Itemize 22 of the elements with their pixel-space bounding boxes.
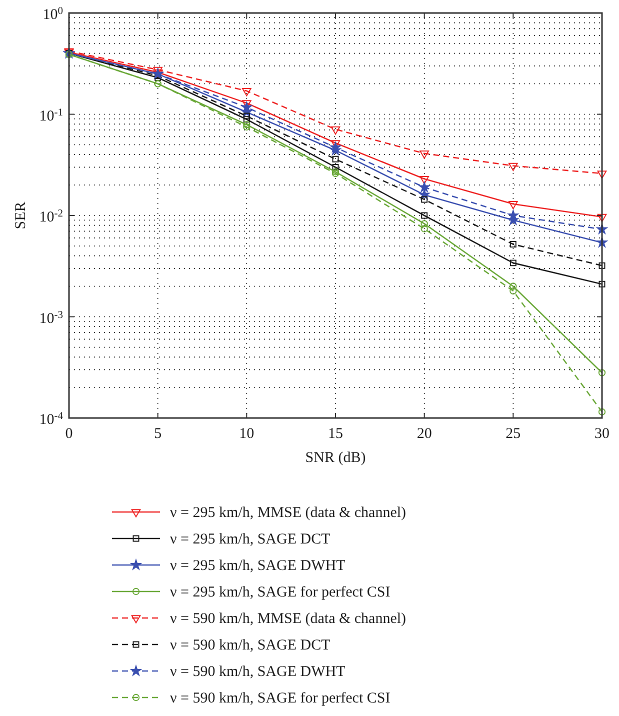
y-tick-label: 10$^{-3}$ xyxy=(39,309,63,327)
legend-label: ν = 590 km/h, SAGE DCT xyxy=(170,638,330,654)
legend-label: ν = 590 km/h, SAGE for perfect CSI xyxy=(170,690,390,706)
y-axis-title: SER xyxy=(13,202,29,230)
legend-label: ν = 295 km/h, SAGE for perfect CSI xyxy=(170,584,390,600)
x-tick-label: 30 xyxy=(594,426,610,442)
y-tick-label: 10$^{0}$ xyxy=(42,6,63,23)
x-tick-label: 0 xyxy=(65,426,73,442)
y-tick-label: 10$^{-2}$ xyxy=(39,208,63,226)
x-tick-label: 5 xyxy=(154,426,162,442)
x-tick-label: 15 xyxy=(328,426,343,442)
legend-label: ν = 590 km/h, MMSE (data & channel) xyxy=(170,611,406,627)
legend-label: ν = 295 km/h, SAGE DWHT xyxy=(170,558,346,574)
y-tick-label: 10$^{-4}$ xyxy=(39,410,64,428)
x-tick-label: 25 xyxy=(506,426,521,442)
x-tick-label: 10 xyxy=(239,426,254,442)
x-tick-label: 20 xyxy=(416,426,432,442)
x-axis-title: SNR (dB) xyxy=(305,450,366,466)
legend-label: ν = 295 km/h, MMSE (data & channel) xyxy=(170,505,406,521)
legend-label: ν = 295 km/h, SAGE DCT xyxy=(170,532,330,548)
legend-label: ν = 590 km/h, SAGE DWHT xyxy=(170,664,346,680)
y-tick-label: 10$^{-1}$ xyxy=(39,106,63,124)
